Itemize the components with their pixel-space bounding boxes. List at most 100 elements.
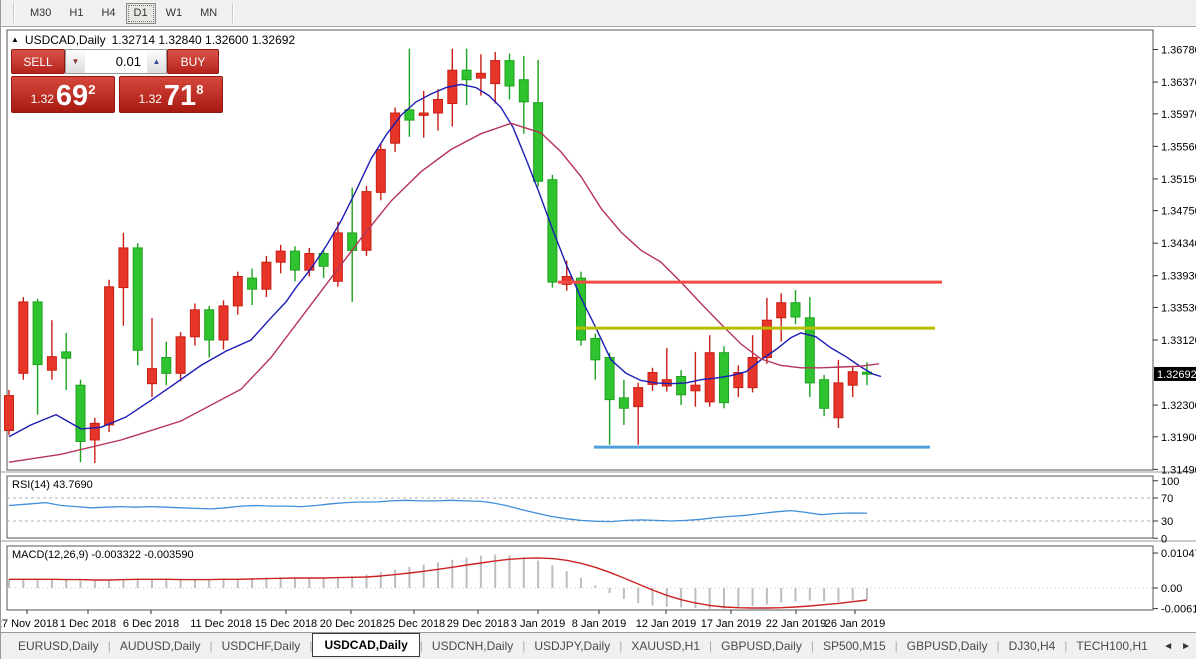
candle-body: [161, 357, 172, 374]
price-axis-label: 1.33930: [1161, 271, 1196, 283]
volume-increase-button[interactable]: ▲: [147, 49, 167, 74]
candle-body: [4, 395, 14, 432]
sell-price-panel[interactable]: 1.32 69 2: [11, 76, 115, 113]
candle-body: [132, 247, 143, 351]
tab-sp500-m15[interactable]: SP500,M15: [822, 639, 886, 653]
timeframe-button-m30[interactable]: M30: [30, 6, 52, 19]
tab-usdcnh-daily[interactable]: USDCNH,Daily: [431, 639, 514, 653]
price-axis-label: 1.35970: [1161, 109, 1196, 121]
symbol-tabbar: EURUSD,Daily | AUDUSD,Daily | USDCHF,Daily | U…: [1, 632, 1196, 659]
date-axis-label: 15 Dec 2018: [255, 618, 317, 630]
timeframe-button-h4[interactable]: H4: [101, 6, 116, 19]
buy-button[interactable]: BUY: [167, 49, 219, 74]
price-axis-label: 1.34340: [1161, 238, 1196, 250]
tab-dj30-h4[interactable]: DJ30,H4: [1008, 639, 1056, 653]
candle-body: [776, 302, 787, 319]
candle-body: [261, 261, 272, 290]
volume-decrease-button[interactable]: ▼: [65, 49, 85, 74]
volume-input[interactable]: [85, 49, 147, 74]
timeframe-button-mn[interactable]: MN: [200, 6, 218, 19]
candle-body: [618, 397, 629, 409]
current-price-badge-label: 1.32692: [1157, 369, 1196, 381]
candle-body: [676, 376, 687, 396]
candle-body: [275, 250, 286, 263]
tab-usdjpy-daily[interactable]: USDJPY,Daily: [534, 639, 611, 653]
candle-body: [647, 372, 658, 385]
collapse-icon[interactable]: ▲: [11, 34, 19, 44]
symbol-name: USDCAD,Daily: [24, 33, 106, 47]
tabs-scroll-right-icon[interactable]: ►: [1181, 640, 1191, 652]
macd-indicator-label: MACD(12,26,9) -0.003322 -0.003590: [12, 549, 194, 561]
candle-body: [804, 317, 815, 384]
rsi-axis-label: 70: [1161, 493, 1173, 505]
candle-body: [290, 250, 300, 271]
sell-price-pip: 2: [88, 82, 96, 97]
spinner-up-icon: ▲: [152, 57, 161, 66]
date-axis-label: 25 Dec 2018: [383, 618, 445, 630]
candle-body: [32, 301, 43, 366]
toolbar-separator: [232, 3, 235, 23]
price-axis-label: 1.34750: [1161, 206, 1196, 218]
candle-body: [46, 356, 57, 371]
candle-body: [118, 247, 129, 289]
tab-separator: |: [209, 639, 213, 653]
candle-body: [147, 368, 157, 385]
date-axis-label: 26 Jan 2019: [825, 618, 886, 630]
tab-separator: |: [107, 639, 111, 653]
price-axis-label: 1.33530: [1161, 302, 1196, 314]
candle-body: [418, 112, 429, 116]
candle-body: [547, 179, 558, 283]
date-axis-label: 11 Dec 2018: [190, 618, 252, 630]
rsi-indicator-label: RSI(14) 43.7690: [12, 479, 93, 491]
price-axis-label: 1.36780: [1161, 45, 1196, 57]
candle-body: [404, 109, 415, 121]
one-click-trading-widget: SELL ▼ ▲ BUY 1.32 69 2 1.32 71 8: [11, 49, 223, 113]
date-axis-label: 1 Dec 2018: [60, 618, 116, 630]
ma-slow-line: [8, 122, 880, 463]
date-axis-label: 17 Jan 2019: [701, 618, 762, 630]
macd-panel-border: [6, 545, 1154, 611]
candle-body: [61, 351, 72, 359]
candle-body: [504, 60, 515, 87]
tab-separator: |: [522, 639, 526, 653]
candle-body: [819, 379, 830, 409]
tab-separator: |: [309, 639, 313, 653]
timeframe-button-w1[interactable]: W1: [165, 6, 183, 19]
date-axis-label: 12 Jan 2019: [636, 618, 697, 630]
tab-eurusd-daily[interactable]: EURUSD,Daily: [18, 639, 99, 653]
candle-body: [590, 337, 601, 361]
buy-price-panel[interactable]: 1.32 71 8: [119, 76, 223, 113]
main-panel-border: [6, 29, 1154, 471]
current-price-badge: [1154, 366, 1196, 381]
chart-title: ▲ USDCAD,Daily 1.32714 1.32840 1.32600 1…: [11, 33, 295, 47]
tab-separator: |: [894, 639, 898, 653]
tab-usdcad-daily[interactable]: USDCAD,Daily: [312, 633, 420, 657]
tab-gbpusd-daily[interactable]: GBPUSD,Daily: [721, 639, 802, 653]
tab-gbpusd-daily[interactable]: GBPUSD,Daily: [906, 639, 988, 653]
candle-body: [847, 371, 858, 386]
sell-button[interactable]: SELL: [11, 49, 65, 74]
price-axis-label: 1.31900: [1161, 432, 1196, 444]
buy-price-main: 71: [163, 80, 197, 112]
candle-body: [347, 232, 358, 251]
timeframe-button-d1[interactable]: D1: [125, 2, 156, 24]
candlestick-series: [4, 48, 872, 463]
price-axis-label: 1.35150: [1161, 174, 1196, 186]
tab-separator: |: [996, 639, 1000, 653]
macd-axis-label: 0.010471: [1161, 548, 1196, 560]
tab-xauusd-h1[interactable]: XAUUSD,H1: [631, 639, 701, 653]
price-axis-label: 1.31490: [1161, 464, 1196, 476]
tab-separator: |: [619, 639, 623, 653]
candle-body: [747, 357, 758, 389]
chart-background: [1, 28, 1196, 632]
candle-body: [461, 69, 472, 81]
candle-body: [533, 102, 544, 182]
candle-body: [189, 309, 200, 338]
tab-audusd-daily[interactable]: AUDUSD,Daily: [119, 639, 201, 653]
timeframe-button-h1[interactable]: H1: [69, 6, 84, 19]
tab-tech100-h1[interactable]: TECH100,H1: [1076, 639, 1148, 653]
tabs-scroll-left-icon[interactable]: ◄: [1163, 640, 1174, 652]
tab-usdchf-daily[interactable]: USDCHF,Daily: [221, 639, 301, 653]
rsi-line: [8, 499, 868, 523]
